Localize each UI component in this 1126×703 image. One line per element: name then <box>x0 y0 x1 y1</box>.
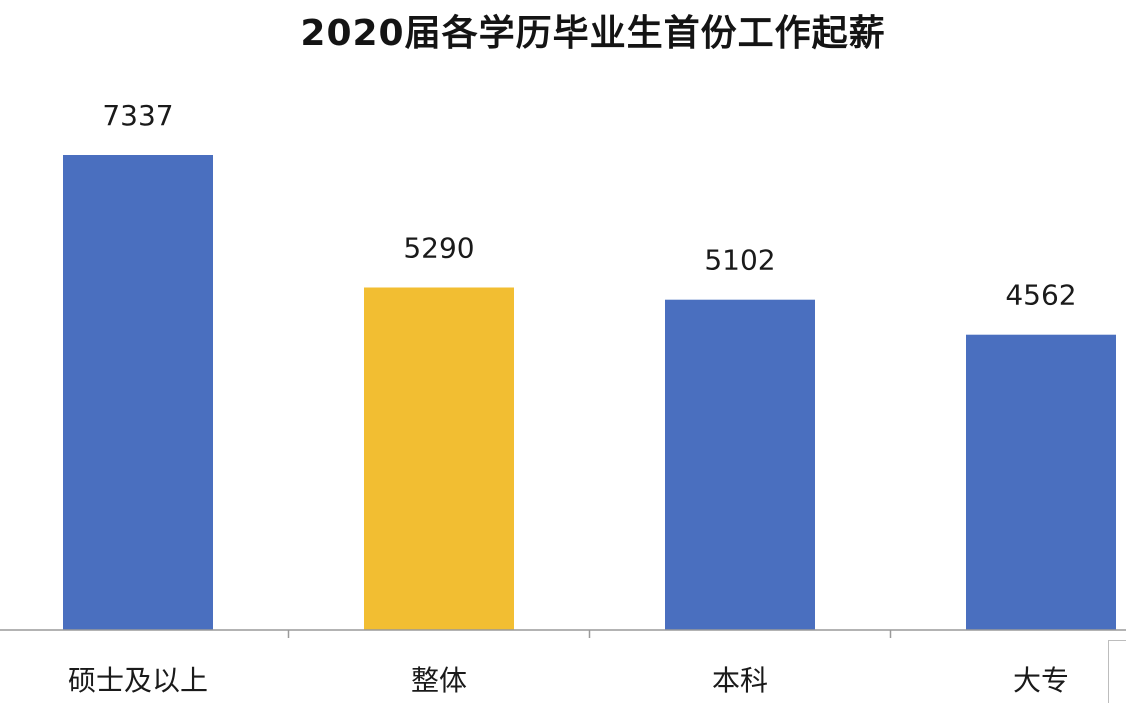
bar-4 <box>966 334 1116 630</box>
x-axis-tick-labels: 硕士及以上 整体 本科 大专 <box>68 664 1069 697</box>
value-labels-layer: 7337 5290 5102 4562 <box>102 99 1076 312</box>
bars-layer <box>63 155 1116 630</box>
category-label-2: 整体 <box>411 664 467 697</box>
bar-2 <box>364 287 514 630</box>
edge-fragment <box>1108 640 1126 703</box>
bar-1 <box>63 155 213 630</box>
category-label-3: 本科 <box>712 664 768 697</box>
data-label-4: 4562 <box>1005 279 1076 312</box>
category-label-4: 大专 <box>1013 664 1069 697</box>
chart-title: 2020届各学历毕业生首份工作起薪 <box>300 13 886 54</box>
bar-3 <box>665 299 815 630</box>
data-label-2: 5290 <box>403 232 474 265</box>
category-label-1: 硕士及以上 <box>68 664 208 697</box>
x-axis-ticks <box>287 630 892 638</box>
data-label-3: 5102 <box>704 244 775 277</box>
data-label-1: 7337 <box>102 99 173 132</box>
